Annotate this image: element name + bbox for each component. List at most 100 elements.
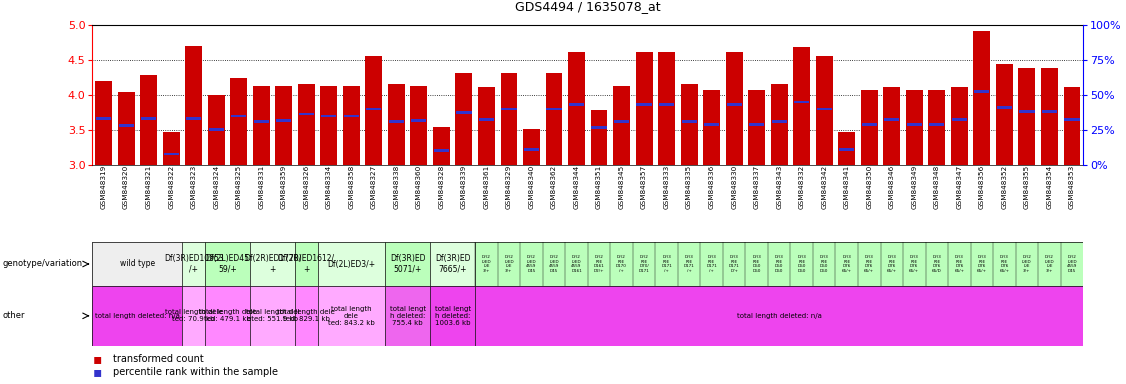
- Text: Df(3
R)E
D76
65/+: Df(3 R)E D76 65/+: [865, 255, 874, 273]
- Text: GSM848354: GSM848354: [1046, 165, 1053, 209]
- Text: Df(3R)ED
7665/+: Df(3R)ED 7665/+: [435, 254, 471, 274]
- Text: GSM848328: GSM848328: [438, 165, 445, 209]
- Bar: [951, 118, 967, 121]
- Text: Df(3
R)E
D171
/+: Df(3 R)E D171 /+: [661, 255, 672, 273]
- Bar: [411, 119, 427, 122]
- Bar: [387, 84, 405, 165]
- Text: GSM848342: GSM848342: [821, 165, 828, 209]
- Bar: [205, 286, 250, 346]
- Bar: [906, 123, 922, 126]
- Bar: [883, 87, 901, 165]
- Bar: [659, 103, 674, 106]
- Text: GSM848331: GSM848331: [258, 165, 265, 209]
- Text: GSM848323: GSM848323: [190, 165, 197, 209]
- Text: Df(2L)ED45
59/+: Df(2L)ED45 59/+: [205, 254, 250, 274]
- Bar: [726, 103, 742, 106]
- Text: GSM848340: GSM848340: [528, 165, 535, 209]
- Bar: [385, 286, 430, 346]
- Bar: [321, 115, 337, 118]
- Bar: [318, 242, 385, 286]
- Text: GSM848330: GSM848330: [731, 165, 738, 209]
- Bar: [298, 113, 314, 115]
- Text: GSM848359: GSM848359: [280, 165, 287, 209]
- Bar: [569, 103, 584, 106]
- Text: Df(3
R)E
D76
65/+: Df(3 R)E D76 65/+: [887, 255, 896, 273]
- Bar: [749, 123, 765, 126]
- Bar: [1064, 118, 1080, 121]
- Bar: [816, 108, 832, 111]
- Text: GSM848351: GSM848351: [596, 165, 602, 209]
- Bar: [320, 86, 338, 165]
- Text: Df(3
R)E
D76
65/+: Df(3 R)E D76 65/+: [955, 255, 964, 273]
- Text: Df(3
R)E
D76
65/+: Df(3 R)E D76 65/+: [1000, 255, 1009, 273]
- Text: GSM848325: GSM848325: [235, 165, 242, 209]
- Bar: [793, 47, 810, 165]
- Text: GSM848360: GSM848360: [415, 165, 422, 209]
- Text: total length dele
ted: 479.1 kb: total length dele ted: 479.1 kb: [198, 310, 257, 322]
- Bar: [997, 63, 1013, 165]
- Bar: [252, 86, 270, 165]
- Bar: [748, 90, 766, 165]
- Bar: [501, 73, 518, 165]
- Bar: [455, 73, 473, 165]
- Bar: [343, 86, 360, 165]
- Text: GSM848335: GSM848335: [686, 165, 692, 209]
- Bar: [590, 111, 608, 165]
- Bar: [276, 119, 292, 122]
- Bar: [96, 117, 111, 119]
- Bar: [430, 242, 475, 286]
- Bar: [524, 148, 539, 151]
- Bar: [366, 56, 383, 165]
- Bar: [546, 73, 563, 165]
- Bar: [680, 84, 698, 165]
- Text: total length del
eted: 551.9 kb: total length del eted: 551.9 kb: [245, 310, 300, 322]
- Text: GSM848358: GSM848358: [348, 165, 355, 209]
- Text: total length deleted: n/a: total length deleted: n/a: [95, 313, 180, 319]
- Text: Df(3
R)E
D50
D50: Df(3 R)E D50 D50: [775, 255, 784, 273]
- Bar: [163, 132, 180, 165]
- Bar: [434, 149, 449, 152]
- Bar: [838, 132, 856, 165]
- Text: Df(2
L)ED
L)E
3/+: Df(2 L)ED L)E 3/+: [504, 255, 513, 273]
- Bar: [182, 242, 205, 286]
- Bar: [366, 108, 382, 111]
- Text: Df(2
R)E
D170
/+: Df(2 R)E D170 /+: [616, 255, 627, 273]
- Bar: [297, 84, 314, 165]
- Bar: [250, 242, 295, 286]
- Text: Df(2
R)E
D70/
D171: Df(2 R)E D70/ D171: [638, 255, 650, 273]
- Bar: [658, 51, 674, 165]
- Text: Df(2
L)ED
L)E
3/+: Df(2 L)ED L)E 3/+: [482, 255, 491, 273]
- Bar: [681, 120, 697, 123]
- Bar: [388, 120, 404, 123]
- Bar: [253, 120, 269, 123]
- Bar: [1018, 68, 1036, 165]
- Text: Df(2
L)ED
4559
D45: Df(2 L)ED 4559 D45: [1066, 255, 1078, 273]
- Bar: [703, 90, 721, 165]
- Text: percentile rank within the sample: percentile rank within the sample: [113, 367, 278, 377]
- Text: Df(2
R)E
D161
D2/+: Df(2 R)E D161 D2/+: [593, 255, 605, 273]
- Bar: [861, 123, 877, 126]
- Bar: [928, 90, 946, 165]
- Bar: [770, 84, 788, 165]
- Bar: [318, 286, 385, 346]
- Text: Df(2R)ED1770/
+: Df(2R)ED1770/ +: [244, 254, 301, 274]
- Bar: [613, 86, 631, 165]
- Text: GSM848346: GSM848346: [888, 165, 895, 209]
- Text: GDS4494 / 1635078_at: GDS4494 / 1635078_at: [515, 0, 661, 13]
- Text: GSM848357: GSM848357: [641, 165, 647, 209]
- Bar: [96, 81, 113, 165]
- Bar: [524, 129, 540, 165]
- Text: GSM848334: GSM848334: [325, 165, 332, 209]
- Text: GSM848321: GSM848321: [145, 165, 152, 209]
- Text: GSM848355: GSM848355: [1024, 165, 1030, 209]
- Bar: [276, 86, 293, 165]
- Bar: [997, 106, 1012, 109]
- Bar: [501, 108, 517, 111]
- Text: Df(3
R)E
D76
65/+: Df(3 R)E D76 65/+: [977, 255, 986, 273]
- Text: GSM848352: GSM848352: [1001, 165, 1008, 209]
- Text: genotype/variation: genotype/variation: [2, 260, 82, 268]
- Text: other: other: [2, 311, 25, 320]
- Text: GSM848362: GSM848362: [551, 165, 557, 209]
- Bar: [475, 286, 1083, 346]
- Bar: [92, 242, 182, 286]
